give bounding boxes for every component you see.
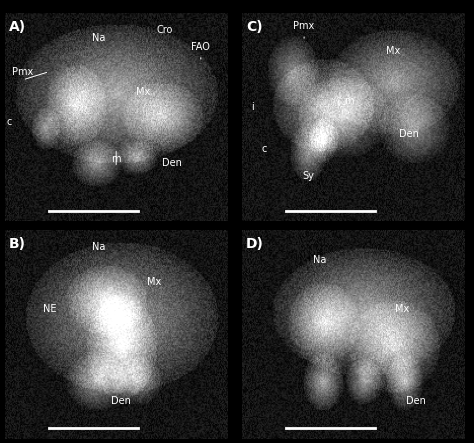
- Text: Den: Den: [110, 396, 130, 406]
- Text: D): D): [246, 237, 264, 251]
- Text: m: m: [111, 154, 121, 164]
- Text: Den: Den: [406, 396, 426, 406]
- Text: FAO: FAO: [191, 42, 210, 51]
- Text: m: m: [344, 96, 354, 106]
- Text: Den: Den: [162, 158, 182, 168]
- Text: Mx: Mx: [136, 87, 150, 97]
- Text: Sy: Sy: [302, 171, 315, 181]
- Text: Cro: Cro: [157, 25, 173, 35]
- Text: c: c: [7, 117, 12, 127]
- Text: B): B): [9, 237, 26, 251]
- Text: Mx: Mx: [386, 46, 401, 56]
- Text: Pmx: Pmx: [293, 21, 315, 31]
- Text: Na: Na: [91, 242, 105, 252]
- Text: Mx: Mx: [395, 304, 409, 315]
- Text: A): A): [9, 19, 27, 34]
- Text: Den: Den: [399, 129, 419, 139]
- Text: Na: Na: [313, 255, 327, 264]
- Text: c: c: [261, 144, 267, 154]
- Text: Na: Na: [91, 33, 105, 43]
- Text: Pmx: Pmx: [12, 66, 33, 77]
- Text: Mx: Mx: [147, 277, 161, 288]
- Text: NE: NE: [43, 304, 56, 315]
- Text: C): C): [246, 19, 263, 34]
- Text: i: i: [252, 102, 254, 112]
